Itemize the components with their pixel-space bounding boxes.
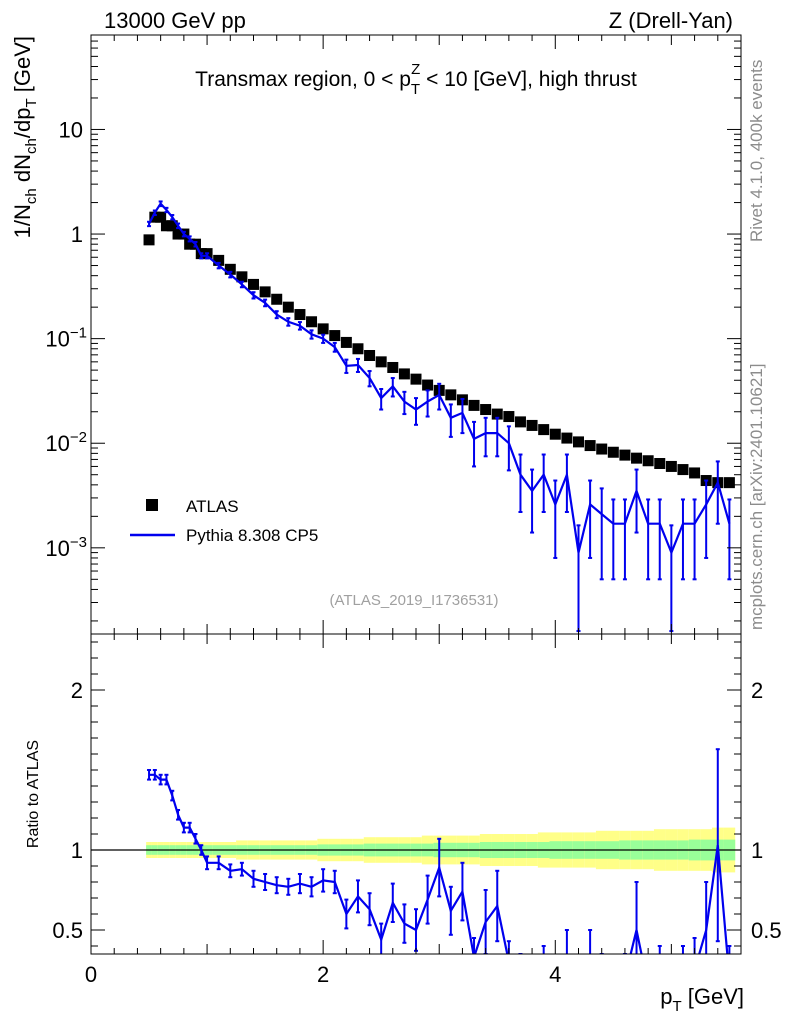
ratio-y-tick-label-right: 1 (751, 838, 763, 863)
atlas-point (677, 464, 689, 476)
ratio-y-tick-label: 0.5 (52, 918, 83, 943)
atlas-point (306, 316, 318, 328)
x-tick-label: 0 (85, 962, 97, 987)
atlas-point (364, 349, 376, 361)
atlas-point (317, 323, 329, 335)
atlas-point (160, 220, 172, 232)
atlas-point (166, 220, 178, 232)
atlas-point (480, 404, 492, 416)
main-ticks: 10 1 10−1 10−2 10−3 (45, 34, 742, 634)
ratio-ticks: 2 21 10.5 0.50 2 4 (52, 634, 782, 987)
ratio-y-tick-label-right: 0.5 (751, 918, 782, 943)
y-tick-label: 10−3 (45, 534, 87, 561)
atlas-point (236, 271, 248, 283)
atlas-point (259, 286, 271, 298)
atlas-point (143, 234, 155, 246)
atlas-point (294, 309, 306, 321)
atlas-point (584, 440, 596, 452)
legend-label-atlas: ATLAS (186, 497, 239, 516)
ratio-mc-layer (147, 748, 732, 954)
ratio-y-tick-label-right: 2 (751, 678, 763, 703)
main-panel: 10 1 10−1 10−2 10−3 Transmax region, 0 < pTZ… (10, 34, 742, 635)
x-tick-label: 2 (317, 962, 329, 987)
atlas-point (248, 278, 259, 290)
atlas-point (491, 408, 503, 420)
atlas-point (172, 228, 184, 240)
atlas-point (329, 330, 341, 342)
atlas-point (619, 449, 631, 461)
x-axis-label: pT [GeV] (660, 984, 744, 1015)
atlas-point (468, 399, 480, 411)
atlas-point (549, 428, 561, 440)
y-tick-label: 10−2 (45, 429, 87, 456)
process-label: Z (Drell-Yan) (609, 8, 733, 33)
atlas-point (445, 389, 457, 401)
atlas-point (596, 443, 608, 455)
atlas-point (654, 458, 666, 470)
chart-title: Transmax region, 0 < pTZ < 10 [GeV], hig… (195, 61, 637, 98)
atlas-point (375, 356, 387, 368)
energy-label: 13000 GeV pp (104, 8, 246, 33)
atlas-point (387, 361, 399, 373)
source-label: mcplots.cern.ch [arXiv:2401.10621] (747, 364, 766, 630)
atlas-point (526, 419, 538, 431)
ratio-frame (90, 633, 742, 955)
atlas-point (631, 452, 643, 464)
atlas-point (607, 446, 619, 458)
atlas-point (514, 416, 526, 428)
atlas-point (149, 211, 161, 223)
y-tick-label: 1 (71, 222, 83, 247)
ratio-y-tick-label: 2 (71, 678, 83, 703)
rivet-label: Rivet 4.1.0, 400k events (747, 60, 766, 242)
atlas-point (410, 373, 422, 385)
legend-marker-atlas (146, 499, 158, 511)
x-tick-label: 4 (549, 962, 561, 987)
atlas-point (561, 432, 573, 444)
atlas-point (422, 379, 434, 391)
atlas-point (213, 254, 225, 266)
atlas-point (340, 336, 352, 348)
ratio-panel: 2 21 10.5 0.50 2 4 Ratio to ATLAS pT [GeV] (25, 633, 782, 1015)
main-data-layer (143, 211, 735, 489)
atlas-point (665, 460, 677, 472)
analysis-label: (ATLAS_2019_I1736531) (329, 592, 498, 609)
atlas-point (271, 293, 283, 305)
legend-label-pythia: Pythia 8.308 CP5 (186, 526, 318, 545)
atlas-point (224, 263, 236, 275)
atlas-point (282, 301, 294, 313)
y-tick-label: 10−1 (45, 325, 87, 352)
ratio-y-axis-label: Ratio to ATLAS (25, 740, 42, 848)
atlas-point (398, 368, 410, 380)
ratio-y-tick-label: 1 (71, 838, 83, 863)
y-tick-label: 10 (59, 117, 83, 142)
legend: ATLAS Pythia 8.308 CP5 (130, 497, 318, 545)
atlas-point (689, 467, 701, 479)
atlas-point (538, 424, 550, 436)
atlas-point (155, 211, 167, 223)
y-axis-label: 1/Nch dNch/dpT [GeV] (10, 36, 40, 238)
main-mc-layer (147, 200, 732, 633)
atlas-point (352, 343, 364, 355)
atlas-point (573, 436, 584, 448)
atlas-point (723, 477, 735, 489)
atlas-point (184, 238, 196, 250)
atlas-point (503, 411, 515, 423)
atlas-point (642, 455, 654, 467)
